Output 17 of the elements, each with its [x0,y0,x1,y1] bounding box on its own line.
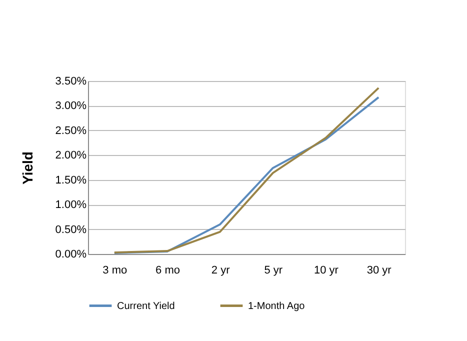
x-tick-label: 6 mo [156,264,180,276]
y-tick-label: 1.00% [55,199,87,212]
y-tick-label: 0.00% [55,248,87,260]
y-tick-label: 3.00% [55,100,87,112]
y-tick-label: 2.00% [55,150,87,162]
legend-label: 1-Month Ago [248,300,306,312]
x-tick-label: 2 yr [211,264,230,276]
x-tick-label: 3 mo [102,264,128,276]
x-tick-label: 5 yr [264,264,283,276]
x-tick-label: 30 yr [366,264,392,276]
legend-label: Current Yield [117,300,175,312]
y-tick-label: 2.50% [55,124,87,137]
y-tick-label: 0.50% [55,224,87,236]
y-axis-title: Yield [19,152,36,184]
y-tick-label: 3.50% [55,76,87,88]
y-tick-label: 1.50% [55,174,87,186]
x-tick-label: 10 yr [314,264,339,276]
